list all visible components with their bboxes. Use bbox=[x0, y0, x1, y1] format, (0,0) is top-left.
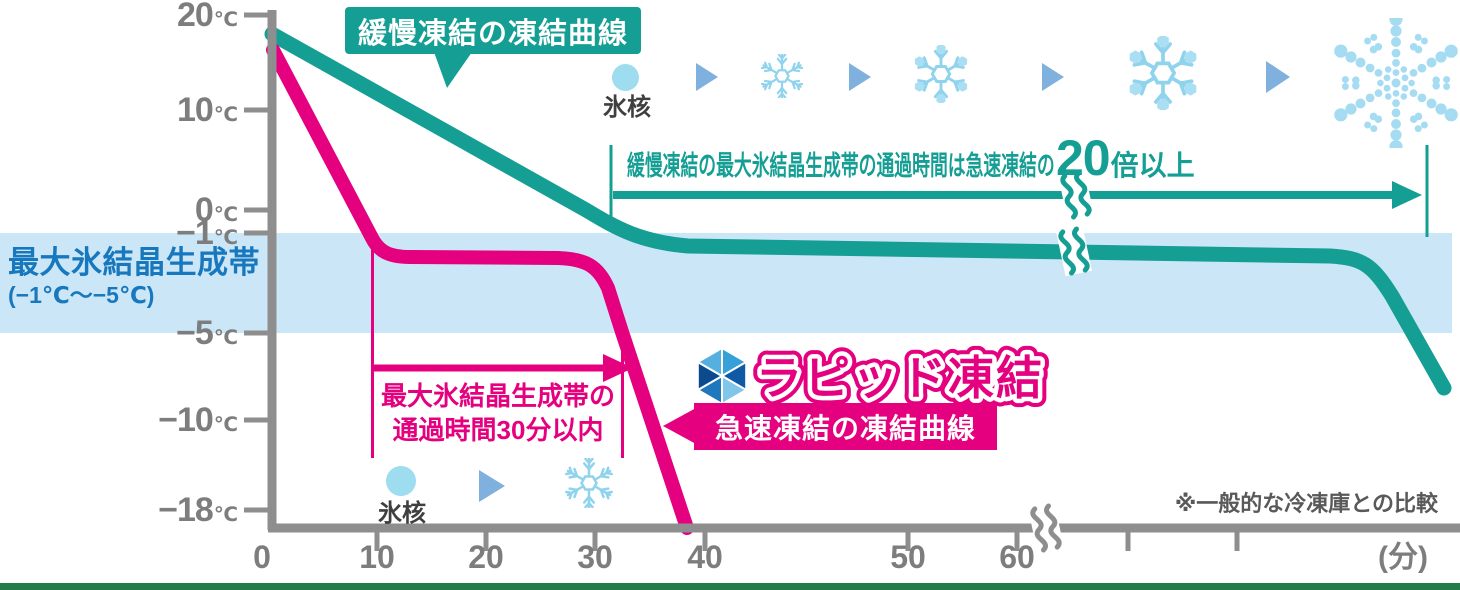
rapid-measure-arrowhead bbox=[603, 354, 633, 382]
rapid-passage-measure bbox=[371, 244, 633, 458]
slow-passage-multiplier: 20 bbox=[1056, 130, 1111, 186]
growth-arrow-icon bbox=[1266, 61, 1290, 93]
small-snowflake-icon bbox=[760, 53, 804, 99]
growth-arrow-icon bbox=[479, 470, 505, 502]
rapid-ice-nucleus-icon bbox=[386, 466, 416, 496]
slow-passage-measure bbox=[609, 145, 1429, 237]
x-axis-unit-label: (分) bbox=[1378, 541, 1428, 574]
slow-callout-pointer bbox=[434, 52, 472, 88]
tick-marks bbox=[244, 12, 1240, 551]
slow-passage-suffix: 倍以上 bbox=[1110, 150, 1195, 181]
rapid-freezing-curve-line bbox=[266, 43, 694, 535]
growth-arrow-icon bbox=[1042, 63, 1064, 91]
axis-break-mark bbox=[1028, 502, 1064, 554]
rapid-brand-text-keyline: ラピッド凍結 bbox=[756, 352, 1044, 404]
y-tick-label: 10 ℃ bbox=[176, 91, 238, 129]
y-tick-label: −5 ℃ bbox=[176, 314, 238, 352]
slow-curve-callout: 緩慢凍結の凍結曲線 bbox=[345, 7, 641, 54]
x-tick-label: 0 bbox=[253, 539, 271, 575]
slow-ice-nucleus-label: 氷核 bbox=[603, 94, 651, 121]
large-snowflake-icon bbox=[1126, 34, 1200, 112]
dotted-crystal-icon bbox=[1331, 12, 1460, 154]
rapid-curve-label: 急速凍結の凍結曲線 bbox=[694, 403, 997, 450]
y-tick-label: 20 ℃ bbox=[176, 0, 238, 34]
y-tick-label: −10 ℃ bbox=[158, 401, 238, 439]
zone-label: 最大氷結晶生成帯 (−1℃～−5℃) bbox=[8, 247, 260, 307]
y-tick-label: −1 ℃ bbox=[176, 214, 238, 252]
x-tick-label: 10 bbox=[359, 539, 395, 575]
slow-measure-arrowhead bbox=[1392, 181, 1422, 209]
bottom-green-strip bbox=[0, 583, 1460, 590]
axis-break-mark bbox=[1058, 169, 1094, 221]
rapid-brand-logo: ラピッド凍結 ラピッド凍結 ラピッド凍結 bbox=[695, 344, 1051, 410]
x-tick-label: 60 bbox=[999, 539, 1035, 575]
rapid-passage-line2: 通過時間30分以内 bbox=[392, 415, 604, 445]
x-tick-label: 30 bbox=[577, 539, 613, 575]
slow-passage-prefix: 緩慢凍結の最大氷結晶生成帯の通過時間は急速凍結の bbox=[627, 151, 1055, 181]
hexagon-segment bbox=[695, 346, 723, 378]
x-tick-label: 50 bbox=[890, 539, 926, 575]
y-tick-label: 0 ℃ bbox=[194, 191, 238, 229]
axis-break-mark bbox=[1056, 225, 1092, 277]
zone-title: 最大氷結晶生成帯 bbox=[8, 245, 260, 280]
hexagon-crystal-logo-icon bbox=[695, 346, 749, 406]
rapid-passage-text: 最大氷結晶生成帯の 通過時間30分以内 bbox=[374, 379, 622, 447]
rapid-brand-text: ラピッド凍結 bbox=[756, 352, 1044, 404]
slow-ice-nucleus-icon bbox=[612, 64, 639, 91]
axes bbox=[244, 10, 1460, 551]
rapid-ice-nucleus-label: 氷核 bbox=[378, 500, 426, 527]
y-tick-label: −18 ℃ bbox=[158, 491, 238, 529]
rapid-label-pointer bbox=[663, 408, 696, 444]
medium-snowflake-icon bbox=[912, 43, 970, 105]
growth-arrow-icon bbox=[696, 63, 718, 91]
footnote: ※一般的な冷凍庫との比較 bbox=[1174, 491, 1438, 516]
rapid-small-snowflake-icon bbox=[564, 457, 614, 509]
x-tick-label: 20 bbox=[468, 539, 504, 575]
slow-freezing-curve-line bbox=[264, 26, 1452, 396]
growth-arrow-icon bbox=[849, 63, 871, 91]
rapid-brand-text-outline: ラピッド凍結 bbox=[756, 352, 1044, 404]
slow-passage-text: 緩慢凍結の最大氷結晶生成帯の通過時間は急速凍結の 20 倍以上 bbox=[627, 133, 1195, 184]
rapid-passage-line1: 最大氷結晶生成帯の bbox=[380, 381, 615, 411]
zone-range: (−1℃～−5℃) bbox=[8, 282, 155, 308]
x-tick-label: 40 bbox=[687, 539, 723, 575]
